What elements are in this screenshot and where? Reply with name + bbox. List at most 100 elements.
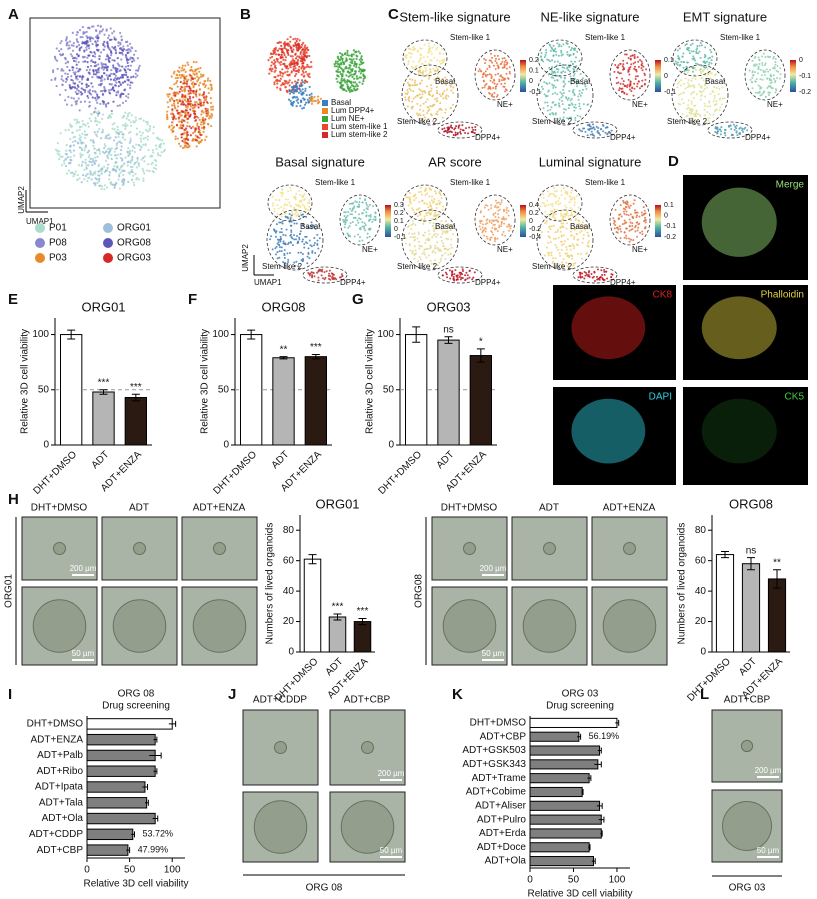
cluster-label: Stem-like 1 [585, 178, 626, 187]
cell-dot [276, 41, 279, 45]
cell-dot [350, 73, 353, 76]
cell-dot [499, 203, 502, 206]
cell-dot [690, 93, 693, 96]
cell-dot [73, 154, 76, 157]
bar [86, 749, 156, 762]
cell-dot [418, 82, 421, 85]
cell-dot [614, 224, 617, 227]
cell-dot [209, 97, 212, 100]
cell-dot [443, 230, 446, 233]
cell-dot [279, 71, 283, 74]
cell-dot [426, 85, 429, 88]
error-bar [153, 736, 158, 743]
cell-dot [329, 278, 332, 281]
cell-dot [278, 244, 281, 247]
cell-dot [126, 51, 129, 55]
cell-dot [155, 160, 158, 163]
cell-dot [433, 69, 436, 72]
cell-dot [404, 242, 407, 245]
cell-dot [467, 132, 470, 135]
cell-dot [201, 109, 204, 112]
cell-dot [358, 213, 361, 216]
cell-dot [627, 57, 630, 60]
cell-dot [121, 76, 125, 79]
cell-dot [731, 133, 734, 136]
cell-dot [545, 51, 548, 54]
cell-dot [572, 53, 575, 56]
cell-dot [500, 217, 503, 220]
cell-dot [626, 62, 629, 65]
cell-dot [285, 216, 288, 219]
y-tick-label: 40 [283, 586, 295, 597]
cell-dot [694, 120, 697, 123]
cell-dot [308, 93, 311, 97]
cell-dot [425, 256, 428, 259]
cell-dot [65, 36, 68, 39]
cell-dot [114, 66, 117, 70]
cell-dot [477, 70, 480, 73]
cell-dot [578, 92, 581, 95]
cell-dot [345, 58, 348, 62]
cell-dot [97, 68, 100, 71]
cell-dot [549, 49, 552, 52]
cell-dot [174, 135, 177, 138]
cell-dot [434, 227, 437, 230]
cell-dot [545, 220, 548, 223]
cell-dot [183, 141, 186, 144]
cell-dot [90, 82, 93, 85]
cell-dot [348, 202, 351, 205]
cell-dot [446, 131, 449, 134]
cell-dot [510, 225, 513, 228]
cell-dot [106, 55, 110, 58]
cell-dot [308, 85, 311, 89]
cell-dot [302, 92, 305, 95]
cell-dot [490, 59, 493, 62]
cell-dot [715, 100, 718, 103]
cell-dot [353, 64, 356, 67]
cell-dot [340, 77, 343, 80]
cell-dot [568, 254, 571, 257]
x-tick-label: ADT [270, 449, 292, 471]
cell-dot [180, 121, 183, 124]
cell-dot [283, 64, 287, 67]
cell-dot [548, 226, 551, 229]
cell-dot [357, 203, 360, 206]
cell-dot [616, 71, 619, 74]
cell-dot [454, 134, 457, 137]
cell-dot [445, 237, 448, 240]
organoid [32, 599, 87, 653]
cell-dot [442, 245, 445, 248]
cell-dot [627, 214, 630, 217]
cell-dot [344, 81, 347, 84]
cell-dot [294, 195, 297, 198]
colorbar [520, 205, 526, 237]
cell-dot [715, 86, 718, 89]
cell-dot [189, 97, 192, 100]
cell-dot [181, 132, 184, 136]
y-tick-label: 20 [283, 616, 295, 627]
cell-dot [563, 108, 566, 111]
cell-dot [634, 68, 637, 71]
cell-dot [183, 98, 187, 102]
cell-dot [610, 276, 613, 279]
cell-dot [306, 48, 309, 52]
cell-dot [122, 173, 125, 177]
cell-dot [367, 214, 370, 217]
error-bar [412, 326, 421, 343]
error-bar [142, 784, 149, 790]
cell-dot [184, 144, 188, 147]
cell-dot [50, 78, 53, 82]
cell-dot [94, 29, 98, 32]
cell-dot [176, 105, 180, 108]
cell-dot [136, 158, 139, 161]
cell-dot [352, 58, 355, 61]
cell-dot [561, 94, 564, 97]
cell-dot [546, 199, 549, 202]
cell-dot [286, 43, 289, 46]
x-tick-label: DHT+DMSO [31, 449, 79, 497]
cell-dot [175, 123, 179, 127]
cell-dot [374, 211, 377, 214]
cell-dot [628, 218, 631, 221]
cell-dot [570, 191, 573, 194]
cell-dot [633, 199, 636, 202]
